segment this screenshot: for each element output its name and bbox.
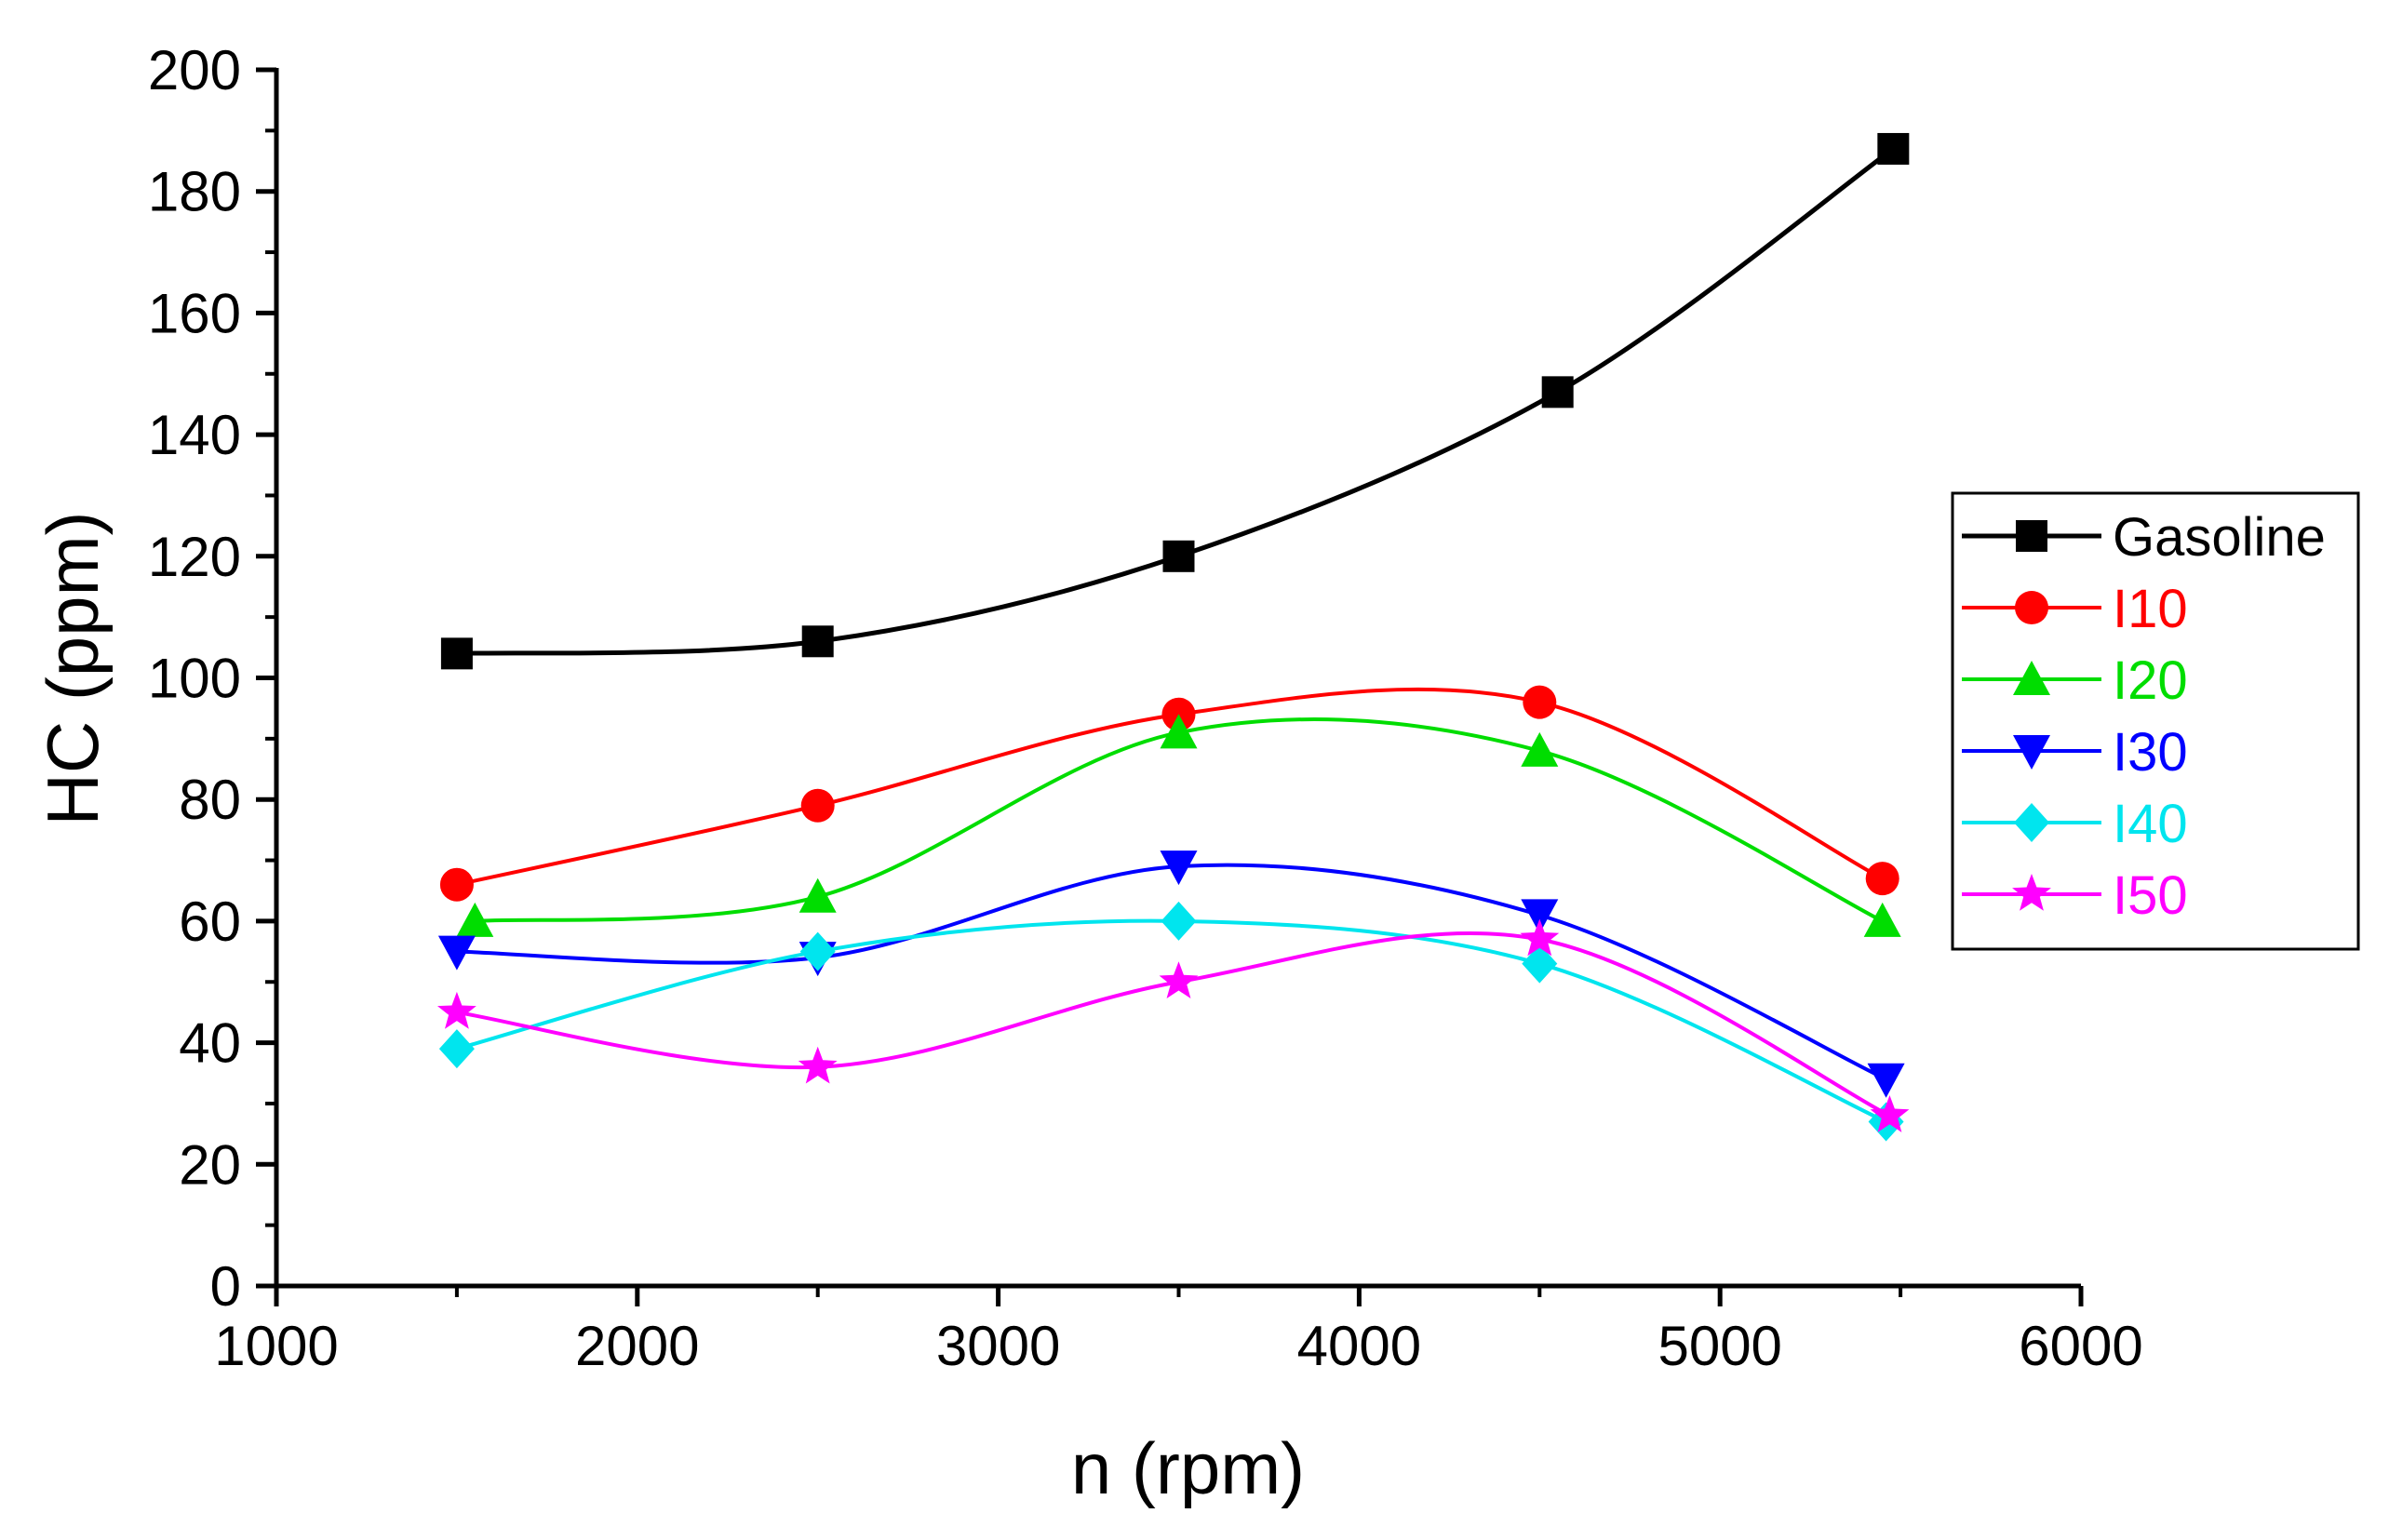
axes: 1000 2000 3000 4000 5000 6000 0 20 40 60 80 100 120 1… [148, 39, 2143, 1377]
y-tick-label: 180 [148, 161, 241, 223]
legend-marker-i50 [2012, 874, 2051, 911]
data-point-gasoline [1877, 132, 1910, 165]
x-tick-label: 3000 [936, 1315, 1060, 1377]
data-point-i20 [799, 877, 837, 913]
data-point-i50 [1159, 961, 1199, 999]
legend-item-i40: I40 [1962, 794, 2188, 854]
legend-label-i50: I50 [2113, 865, 2188, 926]
data-point-i10 [1523, 685, 1557, 719]
data-point-gasoline [1541, 376, 1574, 408]
data-point-i20 [456, 902, 494, 937]
legend-item-i10: I10 [1962, 579, 2188, 639]
y-tick-label: 60 [179, 891, 241, 953]
data-point-i10 [439, 867, 474, 902]
x-axis-title: n (rpm) [1071, 1427, 1305, 1509]
series-i40 [438, 901, 1904, 1142]
data-point-i10 [800, 788, 835, 823]
series-i10 [439, 685, 1899, 902]
data-point-i50 [1870, 1095, 1910, 1132]
legend-marker-i20 [2013, 661, 2050, 695]
series-line-gasoline [456, 146, 1895, 656]
series-gasoline [440, 132, 1910, 670]
legend-label-i20: I20 [2113, 650, 2188, 711]
legend-label-i40: I40 [2113, 794, 2188, 854]
legend-item-i30: I30 [1962, 722, 2188, 783]
series-i30 [437, 850, 1905, 1098]
legend: Gasoline I10 I20 I30 I40 I50 [1951, 491, 2360, 951]
y-tick-label: 100 [148, 648, 241, 710]
series-i50 [436, 918, 1910, 1132]
x-tick-label: 2000 [575, 1315, 699, 1377]
data-point-i20 [1160, 714, 1198, 749]
y-axis-title: HC (ppm) [32, 511, 114, 825]
data-point-i10 [1865, 862, 1899, 896]
y-tick-label: 0 [210, 1255, 241, 1318]
data-point-gasoline [801, 625, 834, 658]
legend-marker-i30 [2013, 735, 2050, 770]
data-point-i20 [1521, 731, 1559, 767]
legend-label-i30: I30 [2113, 722, 2188, 783]
data-point-i50 [798, 1046, 838, 1084]
data-point-gasoline [440, 637, 473, 670]
legend-label-i10: I10 [2113, 579, 2188, 639]
data-point-i30 [437, 935, 476, 971]
y-tick-label: 120 [148, 526, 241, 588]
data-point-i50 [1520, 918, 1560, 957]
y-tick-label: 160 [148, 282, 241, 344]
data-point-i40 [799, 931, 836, 971]
data-point-i40 [1522, 944, 1558, 984]
legend-label-gasoline: Gasoline [2113, 507, 2326, 568]
y-tick-label: 200 [148, 39, 241, 101]
data-point-i30 [1160, 850, 1198, 886]
legend-box [1951, 491, 2360, 951]
data-point-gasoline [1162, 540, 1195, 572]
series-line-i30 [456, 863, 1887, 1081]
legend-item-gasoline: Gasoline [1962, 507, 2326, 568]
series-layer [436, 132, 1910, 1142]
data-point-i20 [1863, 902, 1901, 937]
data-point-i30 [1521, 899, 1559, 934]
y-tick-label: 20 [179, 1133, 241, 1196]
labels-layer: n (rpm) HC (ppm) [32, 511, 1305, 1509]
y-tick-label: 80 [179, 769, 241, 831]
legend-marker-gasoline [2016, 520, 2047, 552]
legend-item-i20: I20 [1962, 650, 2188, 711]
legend-item-i50: I50 [1962, 865, 2188, 926]
x-tick-label: 1000 [214, 1315, 338, 1377]
series-i20 [456, 714, 1901, 937]
series-line-i20 [475, 717, 1884, 923]
data-point-i50 [436, 991, 476, 1029]
x-tick-label: 4000 [1297, 1315, 1421, 1377]
y-tick-label: 40 [179, 1012, 241, 1075]
series-line-i40 [456, 918, 1887, 1124]
legend-marker-i10 [2015, 591, 2048, 624]
legend-marker-i40 [2014, 803, 2049, 842]
y-tick-label: 140 [148, 404, 241, 466]
x-tick-label: 5000 [1658, 1315, 1781, 1377]
x-tick-label: 6000 [2019, 1315, 2142, 1377]
data-point-i40 [1161, 901, 1197, 941]
data-point-i40 [438, 1029, 475, 1069]
data-point-i30 [1867, 1063, 1905, 1098]
